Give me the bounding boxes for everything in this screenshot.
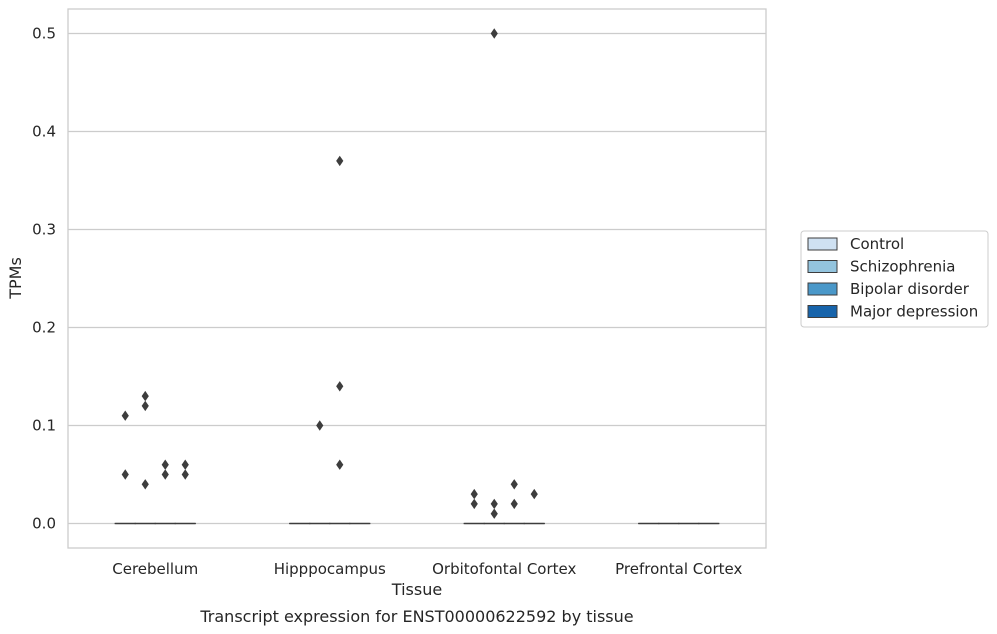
legend-swatch	[807, 237, 838, 251]
outlier-point	[336, 155, 344, 167]
y-tick-label: 0.2	[32, 319, 56, 337]
y-tick-labels: 0.0 0.1 0.2 0.3 0.4 0.5	[32, 25, 56, 533]
x-tick-label: Hipppocampus	[274, 560, 386, 578]
legend-label: Schizophrenia	[850, 258, 955, 276]
outlier-point	[336, 459, 344, 470]
outlier-point	[141, 390, 149, 402]
y-tick-label: 0.3	[32, 221, 56, 239]
x-tick-label: Cerebellum	[112, 560, 198, 578]
x-tick-label: Orbitofontal Cortex	[432, 560, 576, 578]
outlier-point	[336, 381, 344, 392]
outlier-point	[316, 420, 324, 431]
outlier-point	[470, 498, 478, 510]
legend-swatch	[807, 282, 838, 296]
outlier-point	[161, 459, 169, 470]
outlier-point	[490, 508, 498, 519]
outlier-points	[121, 28, 538, 519]
outlier-point	[181, 469, 189, 480]
outlier-point	[490, 28, 498, 39]
outlier-point	[530, 488, 538, 500]
legend-frame	[800, 230, 989, 328]
outlier-point	[121, 469, 129, 480]
legend-label: Control	[850, 235, 904, 253]
legend-items: Control Schizophrenia Bipolar disorder Majo…	[807, 235, 978, 321]
x-axis-label: Tissue	[391, 580, 442, 599]
outlier-point	[141, 400, 149, 412]
y-tick-label: 0.5	[32, 25, 56, 43]
x-tick-labels: Cerebellum Hipppocampus Orbitofontal Corte…	[112, 560, 742, 578]
y-tick-label: 0.1	[32, 417, 56, 435]
legend: Control Schizophrenia Bipolar disorder Majo…	[800, 230, 989, 328]
outlier-point	[141, 479, 149, 490]
x-tick-label: Prefrontal Cortex	[615, 560, 742, 578]
y-tick-label: 0.4	[32, 123, 56, 141]
chart-caption: Transcript expression for ENST0000062259…	[199, 607, 633, 626]
y-axis-label: TPMs	[6, 257, 25, 300]
plot-frame	[67, 8, 767, 549]
legend-label: Major depression	[850, 303, 978, 321]
outlier-point	[470, 488, 478, 500]
outlier-point	[510, 498, 518, 510]
legend-label: Bipolar disorder	[850, 280, 970, 298]
outlier-point	[510, 479, 518, 490]
legend-swatch	[807, 260, 838, 273]
outlier-point	[490, 498, 498, 510]
outlier-point	[181, 459, 189, 470]
outlier-point	[161, 469, 169, 480]
plot-background	[68, 9, 766, 548]
legend-swatch	[807, 305, 838, 318]
outlier-point	[121, 410, 129, 421]
y-tick-label: 0.0	[32, 515, 56, 533]
